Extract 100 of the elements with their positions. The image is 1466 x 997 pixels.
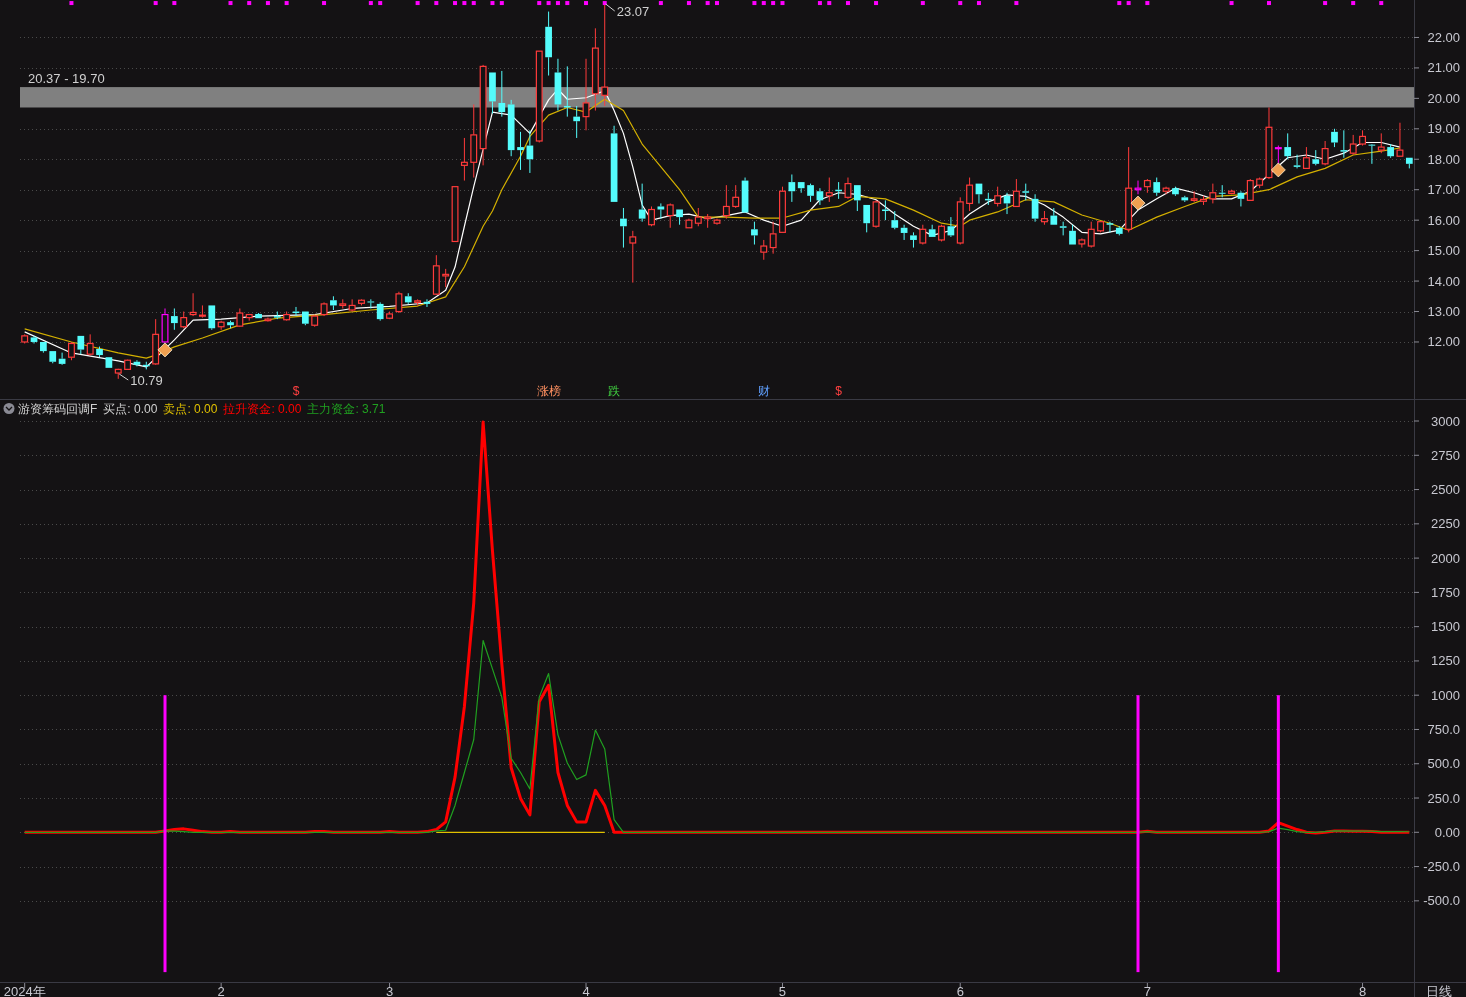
- point: [247, 1, 252, 6]
- candlestick: [1078, 237, 1086, 249]
- candlestick: [470, 103, 478, 179]
- candlestick: [788, 173, 796, 203]
- candlestick: [582, 58, 590, 131]
- candlestick: [320, 301, 328, 317]
- candlestick: [376, 301, 384, 322]
- point: [434, 1, 439, 6]
- y-tick-label: 1750: [1431, 584, 1460, 600]
- annotation: 23.07: [616, 4, 650, 19]
- text: 卖点: 0.00: [163, 402, 218, 416]
- point: [715, 1, 719, 6]
- candlestick: [1321, 140, 1329, 166]
- y-tick-label: 2500: [1431, 482, 1460, 498]
- point: [157, 342, 173, 358]
- y-tick-label: 22.00: [1427, 29, 1460, 45]
- annotation: 跌: [608, 384, 621, 398]
- point: [565, 1, 570, 6]
- band-label: 20.37 - 19.70: [28, 71, 105, 87]
- point: [1270, 162, 1286, 178]
- point: [471, 1, 476, 6]
- point: [705, 1, 710, 6]
- candlestick: [1209, 183, 1217, 204]
- point: [368, 1, 373, 6]
- point: [499, 1, 504, 6]
- text: 拉升资金: 0.00: [223, 402, 302, 416]
- point: [780, 1, 785, 6]
- candlestick: [591, 27, 599, 112]
- text: 主力资金: 3.71: [307, 402, 386, 416]
- y-tick-label: 18.00: [1427, 151, 1460, 167]
- x-tick-label: 8: [1358, 984, 1367, 997]
- point: [584, 1, 589, 6]
- point: [378, 1, 383, 6]
- point: [490, 1, 495, 6]
- candlestick: [217, 320, 225, 331]
- candlestick: [545, 11, 552, 77]
- candlestick: [367, 298, 375, 309]
- point: [658, 1, 663, 6]
- candlestick: [844, 177, 852, 200]
- y-tick-label: 17.00: [1427, 182, 1460, 198]
- point: [1266, 1, 1271, 6]
- candlestick: [1265, 106, 1273, 180]
- point: [1014, 1, 1019, 6]
- y-tick-label: 250.0: [1427, 790, 1460, 806]
- y-tick-label: 1500: [1431, 619, 1460, 635]
- candlestick: [1293, 154, 1301, 169]
- candlestick: [1190, 190, 1198, 203]
- point: [415, 1, 420, 6]
- y-tick-label: 0.00: [1434, 824, 1460, 840]
- candlestick: [872, 199, 880, 229]
- y-tick-label: 14.00: [1427, 273, 1460, 289]
- candlestick: [825, 177, 833, 203]
- x-tick-label: 4: [582, 984, 590, 997]
- point: [817, 1, 822, 6]
- candlestick: [657, 202, 665, 220]
- y-tick-label: 1250: [1431, 653, 1460, 669]
- y-tick-label: 12.00: [1427, 334, 1460, 350]
- legend-label: 买点: 0.00: [103, 402, 158, 416]
- point: [976, 1, 981, 6]
- candlestick: [96, 346, 103, 358]
- y-tick-label: 21.00: [1427, 60, 1460, 76]
- point: [1351, 1, 1356, 6]
- point: [827, 1, 832, 6]
- point: [172, 1, 177, 6]
- candlestick: [638, 183, 646, 223]
- candlestick: [1134, 180, 1142, 195]
- candlestick: [479, 64, 487, 166]
- point: [845, 1, 850, 6]
- point: [555, 1, 560, 6]
- annotation: 10.79: [130, 373, 163, 388]
- candlestick: [404, 292, 412, 305]
- point: [686, 1, 691, 6]
- x-tick-label: 6: [956, 984, 964, 997]
- chart-title: 游资筹码回调F: [18, 402, 98, 416]
- annotation: 涨榜: [536, 384, 561, 398]
- candlestick: [601, 4, 609, 107]
- y-tick-label: 20.00: [1427, 90, 1460, 106]
- y-tick-label: 16.00: [1427, 212, 1460, 228]
- candlestick: [171, 307, 178, 331]
- candlestick: [769, 221, 777, 255]
- candlestick: [498, 70, 506, 118]
- y-tick-label: 19.00: [1427, 121, 1460, 137]
- point: [1126, 1, 1131, 6]
- point: [69, 1, 74, 6]
- point: [958, 1, 963, 6]
- point: [752, 1, 757, 6]
- y-tick-label: 3000: [1431, 413, 1460, 429]
- point: [546, 1, 551, 6]
- y-tick-label: -500.0: [1423, 893, 1460, 909]
- candlestick: [1284, 132, 1292, 160]
- point: [284, 1, 289, 6]
- candlestick: [442, 268, 450, 288]
- point: [771, 1, 776, 6]
- text: 日线: [1426, 984, 1452, 997]
- y-tick-label: 2750: [1431, 447, 1460, 463]
- point: [761, 1, 766, 6]
- point: [1117, 1, 1122, 6]
- candlestick: [348, 298, 356, 313]
- y-tick-label: 13.00: [1427, 304, 1460, 320]
- y-tick-label: 2250: [1431, 516, 1460, 532]
